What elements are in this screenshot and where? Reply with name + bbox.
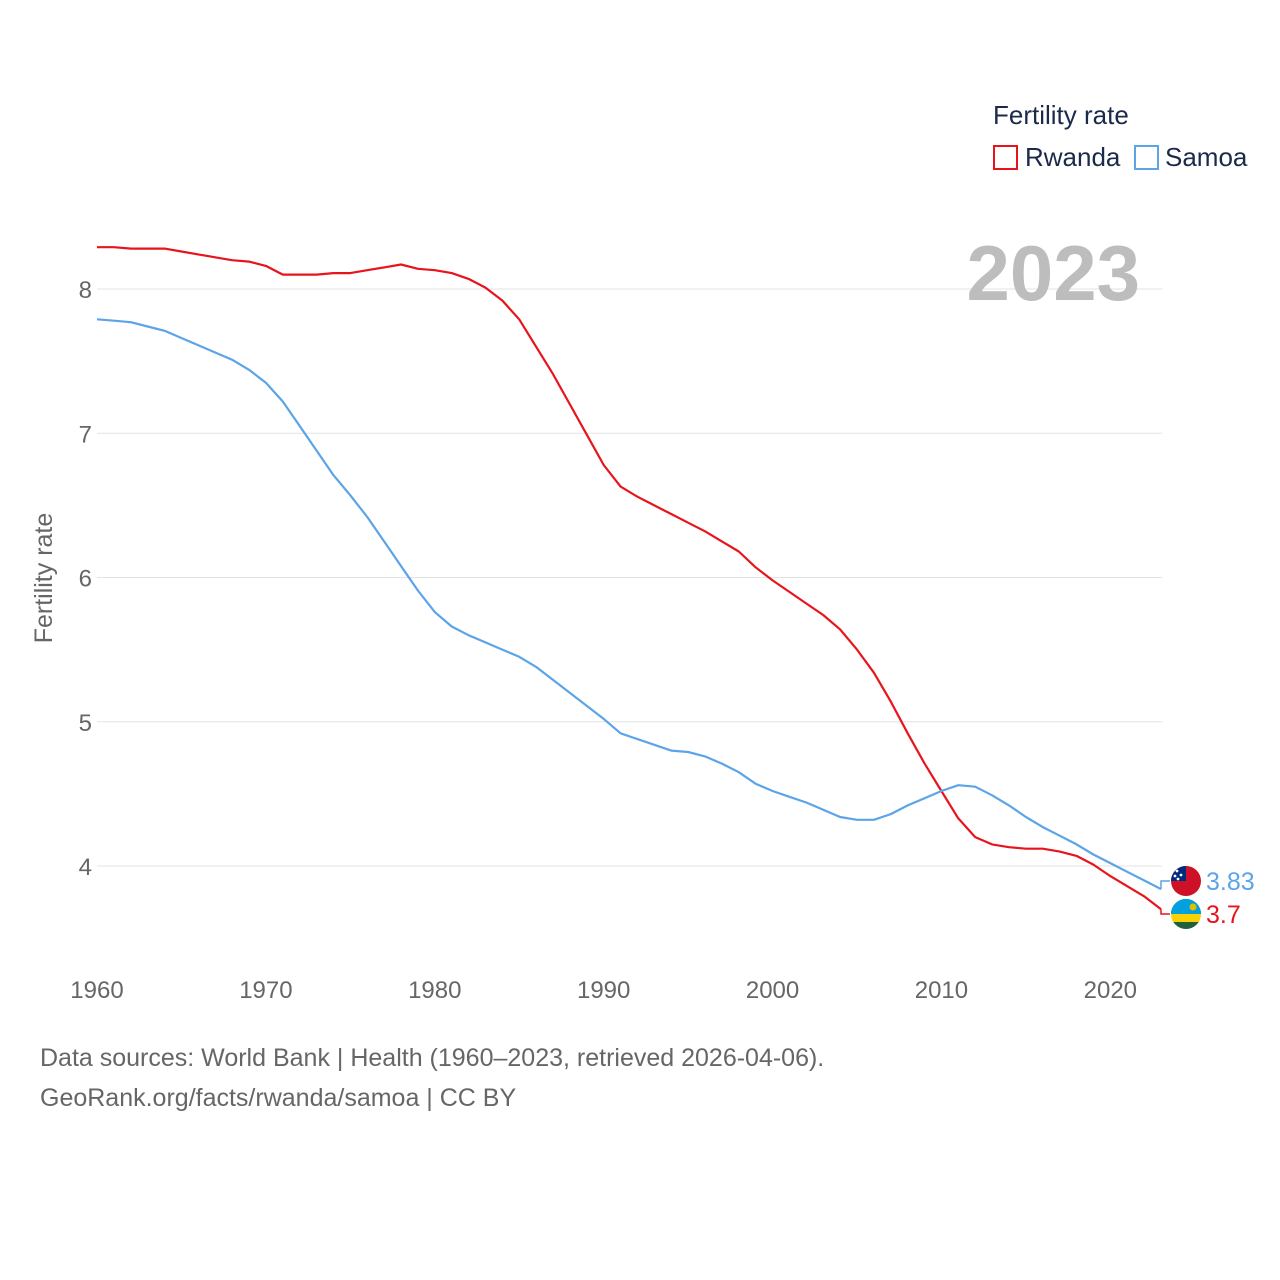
legend-label-rwanda: Rwanda	[1025, 142, 1121, 172]
footer-sources: Data sources: World Bank | Health (1960–…	[40, 1044, 825, 1072]
x-tick-1980: 1980	[408, 977, 461, 1004]
y-axis-label: Fertility rate	[30, 513, 58, 644]
samoa-connector	[1160, 880, 1170, 890]
legend-item-samoa[interactable]: Samoa	[1134, 142, 1248, 172]
legend-swatch-samoa	[1134, 145, 1159, 170]
series-line-samoa	[96, 318, 1162, 891]
gridlines	[97, 288, 1162, 867]
highlight-year-label: 2023	[966, 229, 1140, 317]
samoa-end-value: 3.83	[1206, 868, 1255, 896]
legend-swatch-rwanda	[993, 145, 1018, 170]
x-tick-1990: 1990	[577, 977, 630, 1004]
legend: Fertility rate Rwanda Samoa	[993, 100, 1248, 172]
x-tick-1970: 1970	[239, 977, 292, 1004]
rwanda-connector	[1160, 909, 1170, 915]
legend-title: Fertility rate	[993, 100, 1129, 130]
y-tick-labels: 4 5 6 7 8	[79, 277, 92, 881]
legend-item-rwanda[interactable]: Rwanda	[993, 142, 1121, 172]
footer-credit: GeoRank.org/facts/rwanda/samoa | CC BY	[40, 1084, 517, 1112]
x-tick-labels: 1960 1970 1980 1990 2000 2010 2020	[70, 977, 1137, 1004]
y-tick-6: 6	[79, 566, 92, 593]
rwanda-flag-icon	[1171, 899, 1201, 929]
series-line-rwanda	[97, 246, 1162, 911]
y-tick-4: 4	[79, 854, 92, 881]
x-tick-2010: 2010	[915, 977, 968, 1004]
legend-label-samoa: Samoa	[1165, 142, 1248, 172]
x-tick-1960: 1960	[70, 977, 123, 1004]
rwanda-end-value: 3.7	[1206, 901, 1241, 929]
y-tick-7: 7	[79, 421, 92, 448]
series-lines	[96, 246, 1162, 911]
x-tick-2000: 2000	[746, 977, 799, 1004]
samoa-flag-icon	[1171, 866, 1201, 896]
end-markers: 3.83 3.7	[1160, 866, 1255, 929]
y-tick-5: 5	[79, 710, 92, 737]
y-tick-8: 8	[79, 277, 92, 304]
x-tick-2020: 2020	[1084, 977, 1137, 1004]
